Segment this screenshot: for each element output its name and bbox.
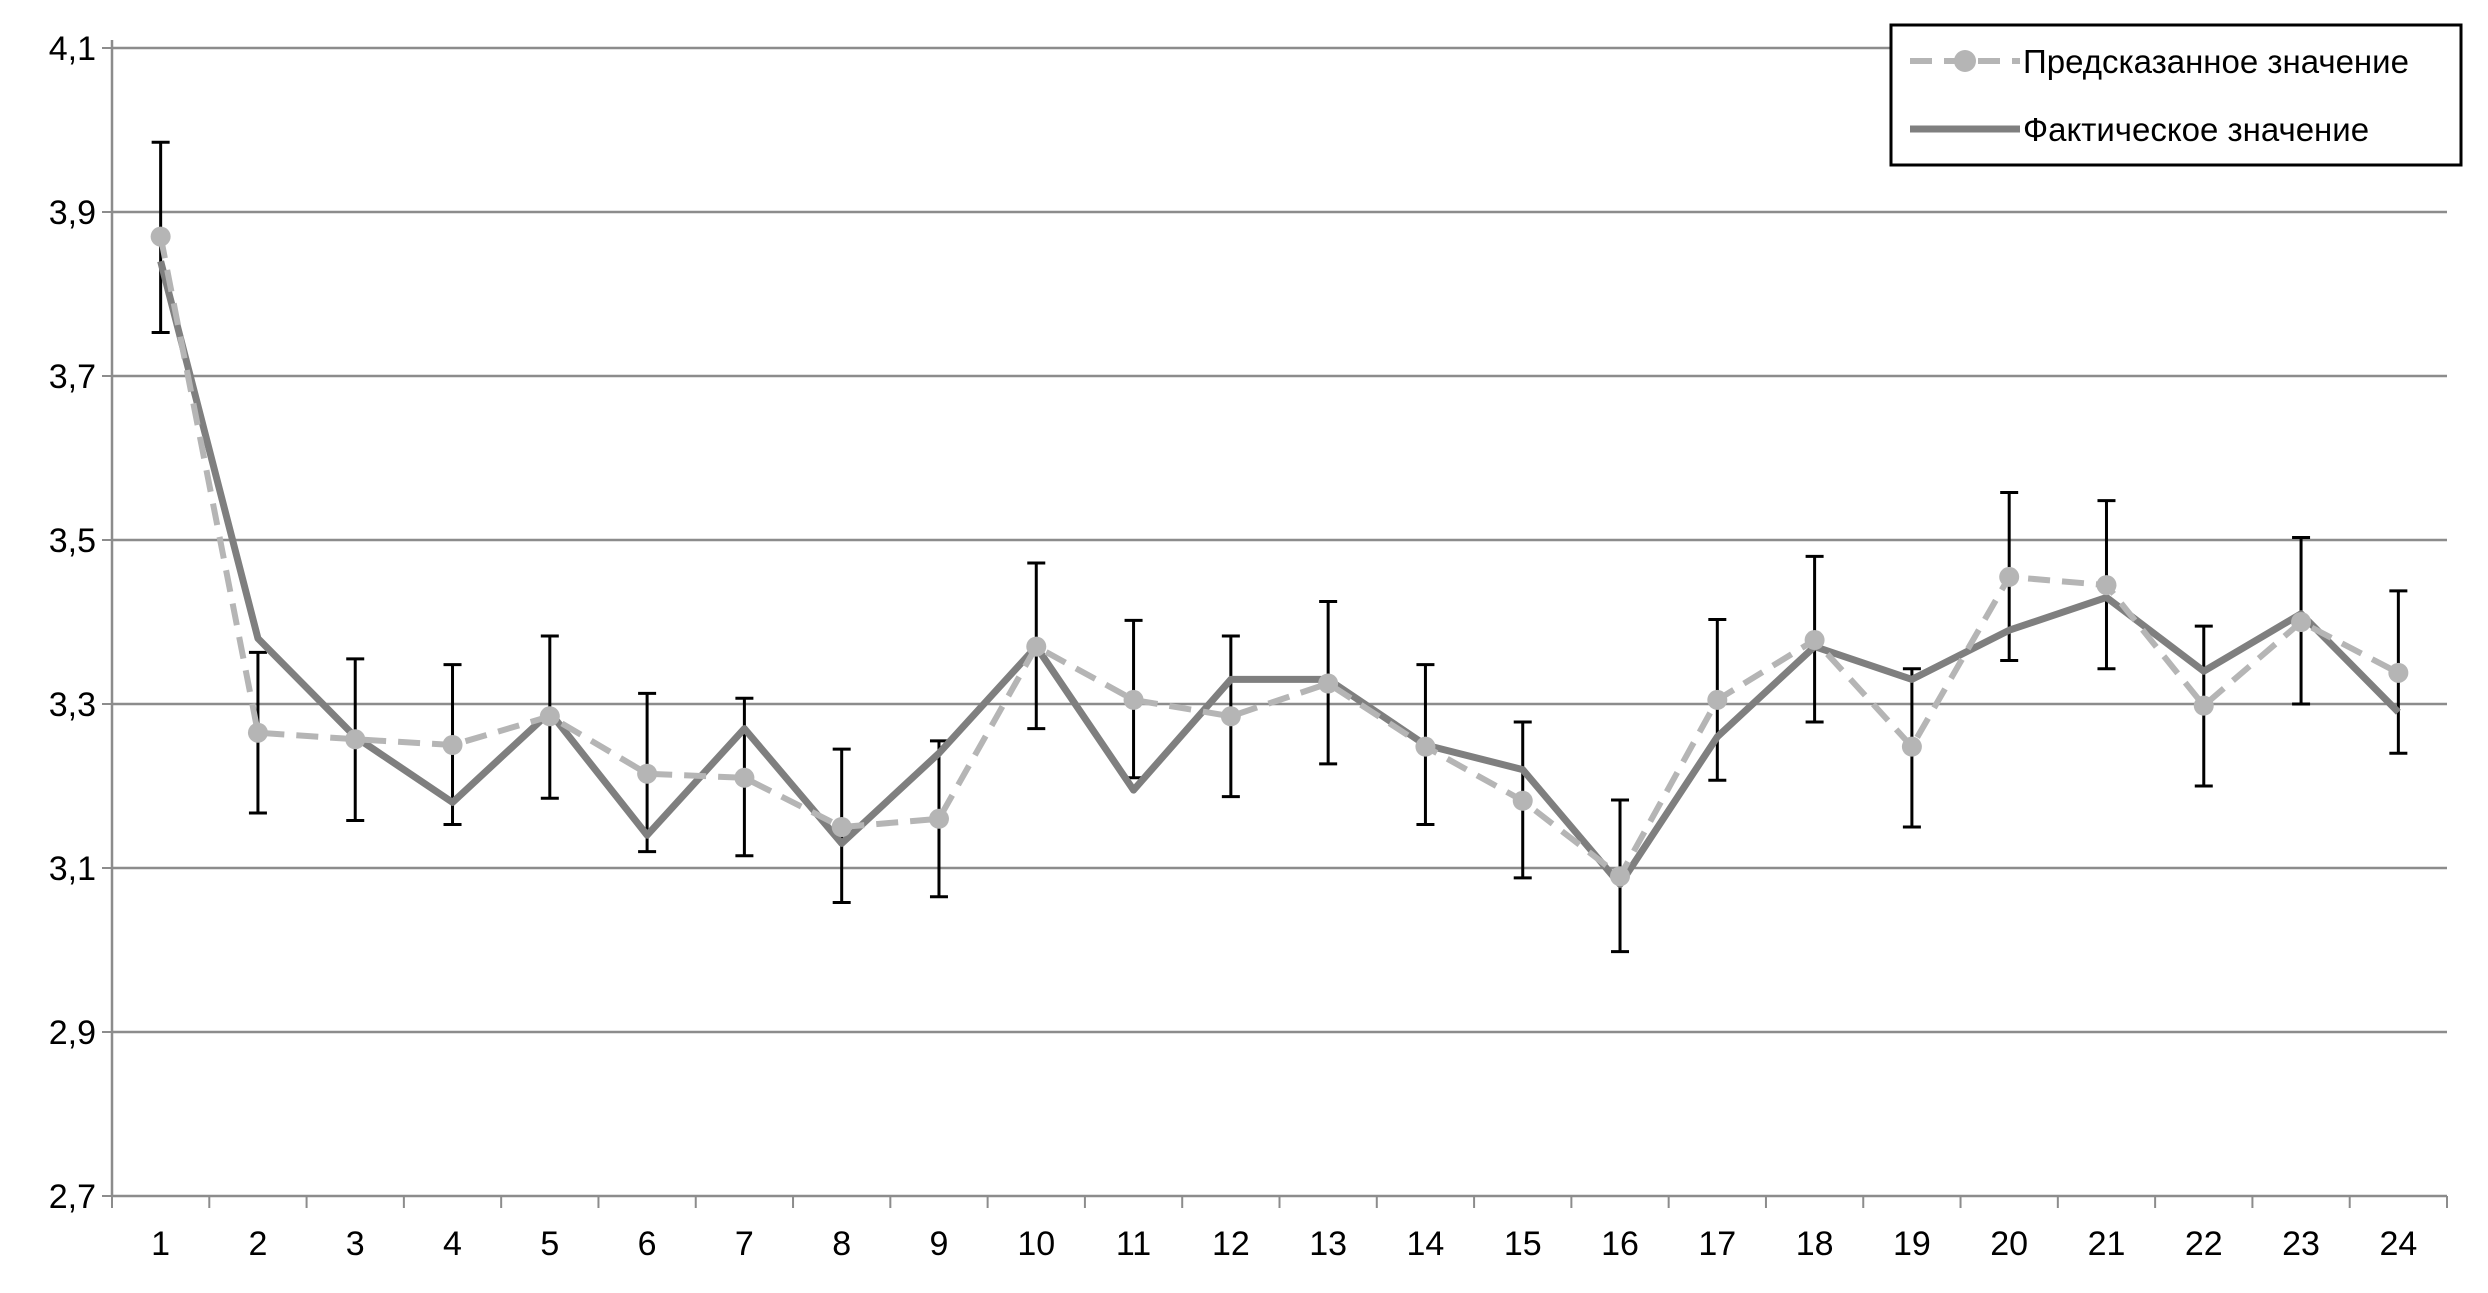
axes: [110, 40, 2447, 1198]
data-point-predicted: [734, 767, 755, 788]
data-point-predicted: [1707, 689, 1728, 710]
y-axis-ticks: 2,7 2,9 3,1 3,3 3,5 3,7 3,9 4,1: [49, 30, 112, 1216]
legend-label-predicted: Предсказанное значение: [2023, 43, 2409, 80]
data-point-predicted: [928, 808, 949, 829]
x-tick-label: 10: [1017, 1225, 1055, 1263]
x-tick-label: 15: [1504, 1225, 1542, 1263]
y-tick-label: 3,5: [49, 522, 96, 560]
data-point-predicted: [2193, 695, 2214, 716]
data-point-predicted: [1220, 706, 1241, 727]
x-tick-label: 23: [2282, 1225, 2320, 1263]
x-tick-label: 12: [1212, 1225, 1250, 1263]
x-axis-ticks: 1 2 3 4 5 6 7 8 9 10 11 12 13 14 15 16 17 18 19 20 21 22 23 24: [111, 1196, 2448, 1263]
data-point-predicted: [637, 763, 658, 784]
series-markers: [150, 226, 2409, 887]
data-point-predicted: [2291, 612, 2312, 632]
data-point-predicted: [1026, 636, 1047, 657]
grid-lines: [112, 46, 2447, 1034]
data-point-predicted: [150, 226, 171, 247]
series-lines: [157, 236, 2401, 888]
data-point-predicted: [1123, 689, 1144, 710]
x-tick-label: 13: [1309, 1225, 1347, 1263]
data-point-predicted: [345, 729, 366, 750]
data-point-predicted: [1804, 630, 1825, 651]
legend: Предсказанное значение Фактическое значе…: [1889, 23, 2463, 167]
x-tick-label: 1: [151, 1225, 170, 1263]
x-tick-label: 19: [1893, 1225, 1931, 1263]
series-line-predicted: [157, 236, 2400, 880]
x-tick-label: 14: [1407, 1225, 1445, 1263]
x-tick-label: 2: [248, 1225, 267, 1263]
data-point-predicted: [2096, 575, 2117, 596]
x-tick-label: 5: [540, 1225, 559, 1263]
x-tick-label: 16: [1601, 1225, 1639, 1263]
y-tick-label: 3,3: [49, 686, 96, 724]
x-tick-label: 3: [346, 1225, 365, 1263]
data-point-predicted: [442, 735, 463, 755]
legend-marker-predicted: [1954, 50, 1976, 72]
data-point-predicted: [247, 722, 268, 743]
x-tick-label: 20: [1990, 1225, 2028, 1263]
data-point-predicted: [1512, 790, 1533, 811]
y-tick-label: 2,7: [49, 1178, 96, 1216]
data-point-predicted: [2388, 662, 2409, 683]
x-tick-label: 9: [930, 1225, 949, 1263]
x-tick-label: 4: [443, 1225, 462, 1263]
series-line-actual: [157, 260, 2401, 888]
x-tick-label: 18: [1796, 1225, 1834, 1263]
x-tick-label: 22: [2185, 1225, 2223, 1263]
data-point-predicted: [1901, 736, 1922, 757]
data-point-predicted: [539, 706, 560, 727]
x-tick-label: 21: [2088, 1225, 2126, 1263]
legend-box: [1889, 23, 2463, 167]
data-point-predicted: [831, 817, 852, 837]
data-point-predicted: [1610, 866, 1631, 887]
y-tick-label: 3,9: [49, 194, 96, 232]
x-tick-label: 6: [638, 1225, 657, 1263]
y-tick-label: 4,1: [49, 30, 96, 68]
x-tick-label: 24: [2379, 1225, 2417, 1263]
x-tick-label: 17: [1698, 1225, 1736, 1263]
error-bars: [151, 140, 2408, 954]
y-tick-label: 3,1: [49, 850, 96, 888]
y-tick-label: 3,7: [49, 358, 96, 396]
data-point-predicted: [1999, 566, 2020, 587]
x-tick-label: 8: [832, 1225, 851, 1263]
x-tick-label: 7: [735, 1225, 754, 1263]
x-tick-label: 11: [1116, 1225, 1151, 1263]
data-point-predicted: [1318, 673, 1339, 694]
data-point-predicted: [1415, 736, 1436, 757]
legend-label-actual: Фактическое значение: [2023, 111, 2369, 148]
y-tick-label: 2,9: [49, 1014, 96, 1052]
